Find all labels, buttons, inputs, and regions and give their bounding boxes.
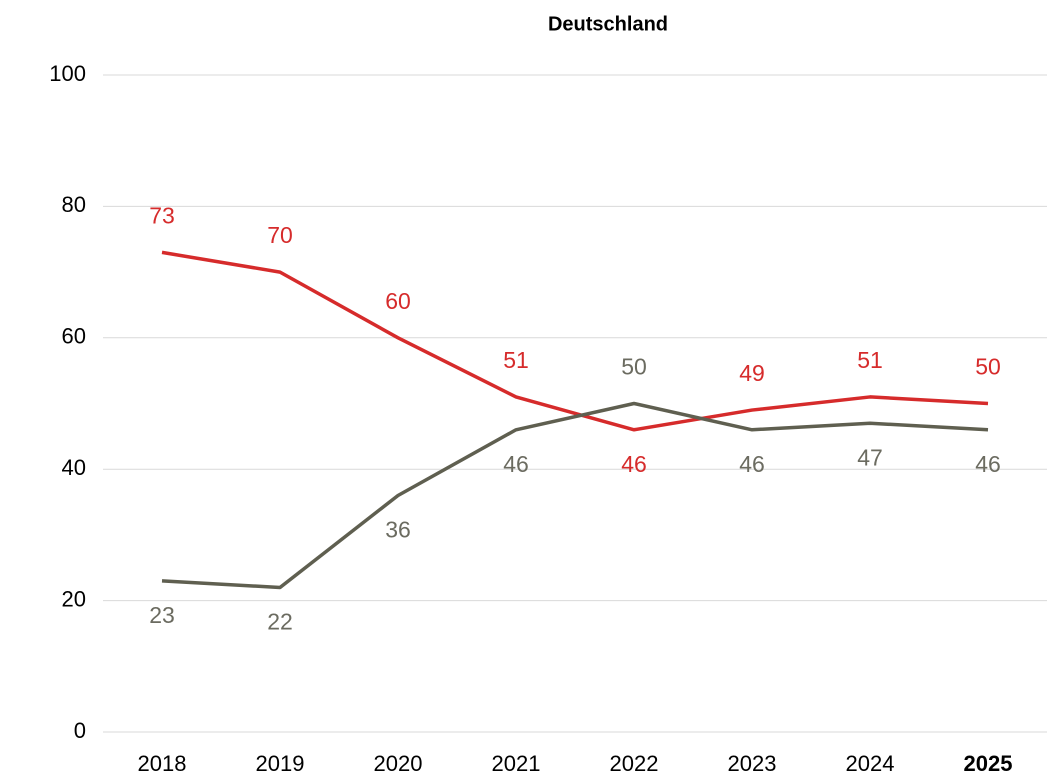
y-tick-label: 60: [62, 324, 86, 349]
data-label: 51: [503, 347, 529, 373]
x-tick-label: 2020: [374, 751, 423, 776]
y-tick-label: 0: [74, 718, 86, 743]
data-label: 46: [621, 451, 647, 477]
data-label: 50: [975, 354, 1001, 380]
y-tick-label: 20: [62, 586, 86, 611]
x-tick-label: 2023: [728, 751, 777, 776]
data-label: 51: [857, 347, 883, 373]
x-tick-label: 2022: [610, 751, 659, 776]
y-tick-label: 40: [62, 455, 86, 480]
data-label: 46: [975, 451, 1001, 477]
data-label: 49: [739, 360, 765, 386]
x-tick-label: 2024: [846, 751, 895, 776]
data-label: 47: [857, 444, 883, 470]
data-label: 73: [149, 202, 175, 228]
data-label: 36: [385, 517, 411, 543]
x-tick-label: 2021: [492, 751, 541, 776]
x-tick-label: 2019: [256, 751, 305, 776]
series-line: [161, 401, 989, 590]
x-tick-label: 2025: [964, 751, 1013, 776]
y-tick-label: 80: [62, 192, 86, 217]
data-label: 50: [621, 354, 647, 380]
x-tick-label: 2018: [138, 751, 187, 776]
y-tick-label: 100: [49, 61, 86, 86]
data-label: 46: [503, 451, 529, 477]
series-line: [161, 250, 989, 432]
data-label: 70: [267, 222, 293, 248]
data-label: 23: [149, 602, 175, 628]
data-label: 46: [739, 451, 765, 477]
data-label: 60: [385, 288, 411, 314]
data-label: 22: [267, 609, 293, 635]
chart-title: Deutschland: [548, 13, 668, 35]
